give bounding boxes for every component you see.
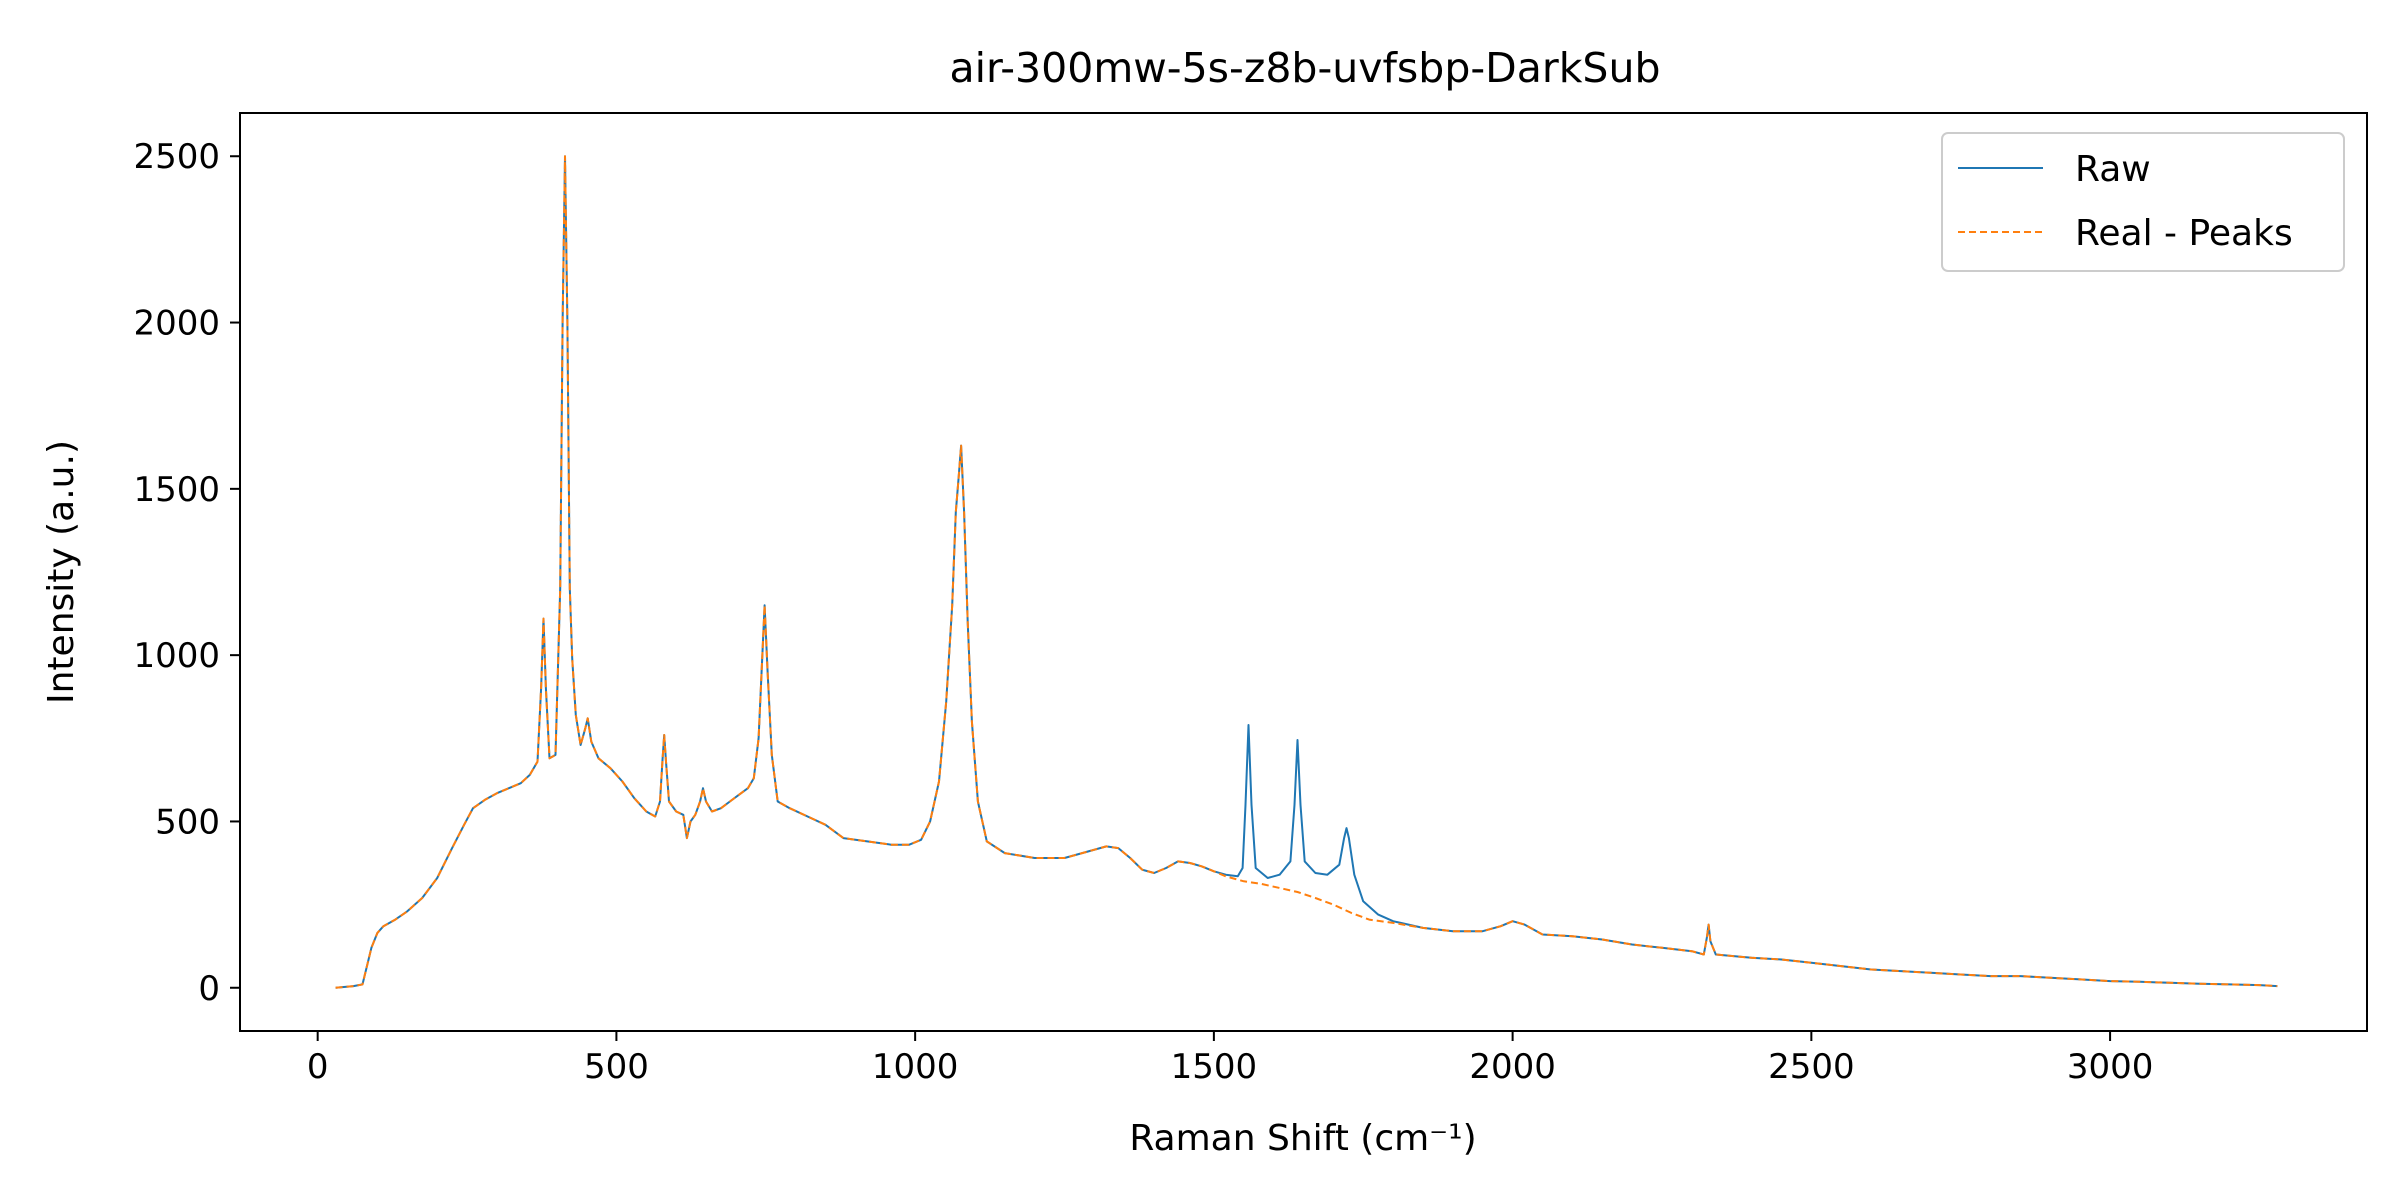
legend: Raw Real - Peaks: [1941, 132, 2345, 272]
y-tick-label: 1500: [133, 470, 220, 510]
x-tick-label: 500: [584, 1047, 649, 1087]
x-tick-label: 2500: [1768, 1047, 1855, 1087]
x-tick-label: 1500: [1171, 1047, 1258, 1087]
y-axis-label: Intensity (a.u.): [41, 440, 82, 704]
x-axis: 0 500 1000 1500 2000 2500 3000: [307, 1031, 2154, 1087]
x-tick-label: 3000: [2067, 1047, 2154, 1087]
y-tick-label: 500: [155, 802, 220, 842]
plot-frame: [239, 112, 2368, 1032]
legend-label-raw: Raw: [2075, 149, 2151, 190]
y-tick-label: 2000: [133, 304, 220, 344]
x-tick-label: 0: [307, 1047, 329, 1087]
y-tick-label: 2500: [133, 137, 220, 177]
x-axis-label: Raman Shift (cm⁻¹): [1129, 1118, 1476, 1159]
y-axis: 0 500 1000 1500 2000 2500: [133, 137, 240, 1009]
y-tick-label: 0: [198, 969, 220, 1009]
chart-title: air-300mw-5s-z8b-uvfsbp-DarkSub: [950, 44, 1661, 92]
legend-label-real-peaks: Real - Peaks: [2075, 213, 2293, 254]
y-tick-label: 1000: [133, 636, 220, 676]
series-layer: [335, 155, 2278, 989]
series-line-real-peaks: [335, 155, 2278, 989]
plot-area: [239, 112, 2368, 1032]
x-tick-label: 2000: [1469, 1047, 1556, 1087]
x-tick-label: 1000: [872, 1047, 959, 1087]
